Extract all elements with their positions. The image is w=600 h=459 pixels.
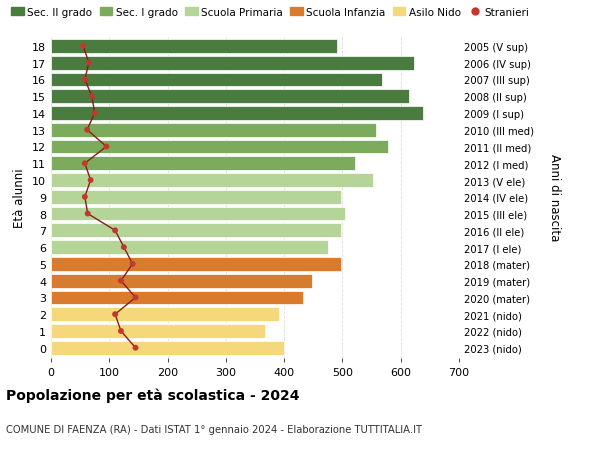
Bar — [51, 207, 346, 221]
Bar — [51, 224, 341, 238]
Point — [80, 77, 89, 84]
Point — [82, 127, 92, 134]
Point — [131, 344, 140, 352]
Point — [116, 328, 126, 335]
Point — [119, 244, 128, 251]
Bar — [51, 40, 337, 54]
Bar — [51, 291, 303, 305]
Legend: Sec. II grado, Sec. I grado, Scuola Primaria, Scuola Infanzia, Asilo Nido, Stran: Sec. II grado, Sec. I grado, Scuola Prim… — [11, 7, 529, 17]
Text: Popolazione per età scolastica - 2024: Popolazione per età scolastica - 2024 — [6, 388, 299, 403]
Bar — [51, 157, 355, 171]
Point — [131, 294, 140, 302]
Bar — [51, 308, 280, 321]
Point — [110, 311, 120, 318]
Bar — [51, 325, 265, 338]
Point — [80, 194, 89, 201]
Point — [84, 60, 94, 67]
Y-axis label: Anni di nascita: Anni di nascita — [548, 154, 561, 241]
Bar — [51, 56, 413, 70]
Bar — [51, 257, 341, 271]
Point — [83, 210, 92, 218]
Point — [78, 43, 88, 50]
Point — [86, 177, 95, 185]
Bar — [51, 241, 328, 254]
Bar — [51, 107, 423, 121]
Point — [101, 144, 111, 151]
Point — [90, 110, 100, 118]
Text: COMUNE DI FAENZA (RA) - Dati ISTAT 1° gennaio 2024 - Elaborazione TUTTITALIA.IT: COMUNE DI FAENZA (RA) - Dati ISTAT 1° ge… — [6, 425, 422, 435]
Bar — [51, 174, 373, 187]
Point — [116, 277, 126, 285]
Bar — [51, 274, 312, 288]
Bar — [51, 90, 409, 104]
Bar — [51, 190, 341, 204]
Point — [128, 261, 137, 268]
Bar — [51, 73, 382, 87]
Bar — [51, 123, 376, 137]
Bar — [51, 341, 284, 355]
Y-axis label: Età alunni: Età alunni — [13, 168, 26, 227]
Point — [80, 160, 89, 168]
Point — [110, 227, 120, 235]
Point — [87, 93, 97, 101]
Bar — [51, 140, 388, 154]
